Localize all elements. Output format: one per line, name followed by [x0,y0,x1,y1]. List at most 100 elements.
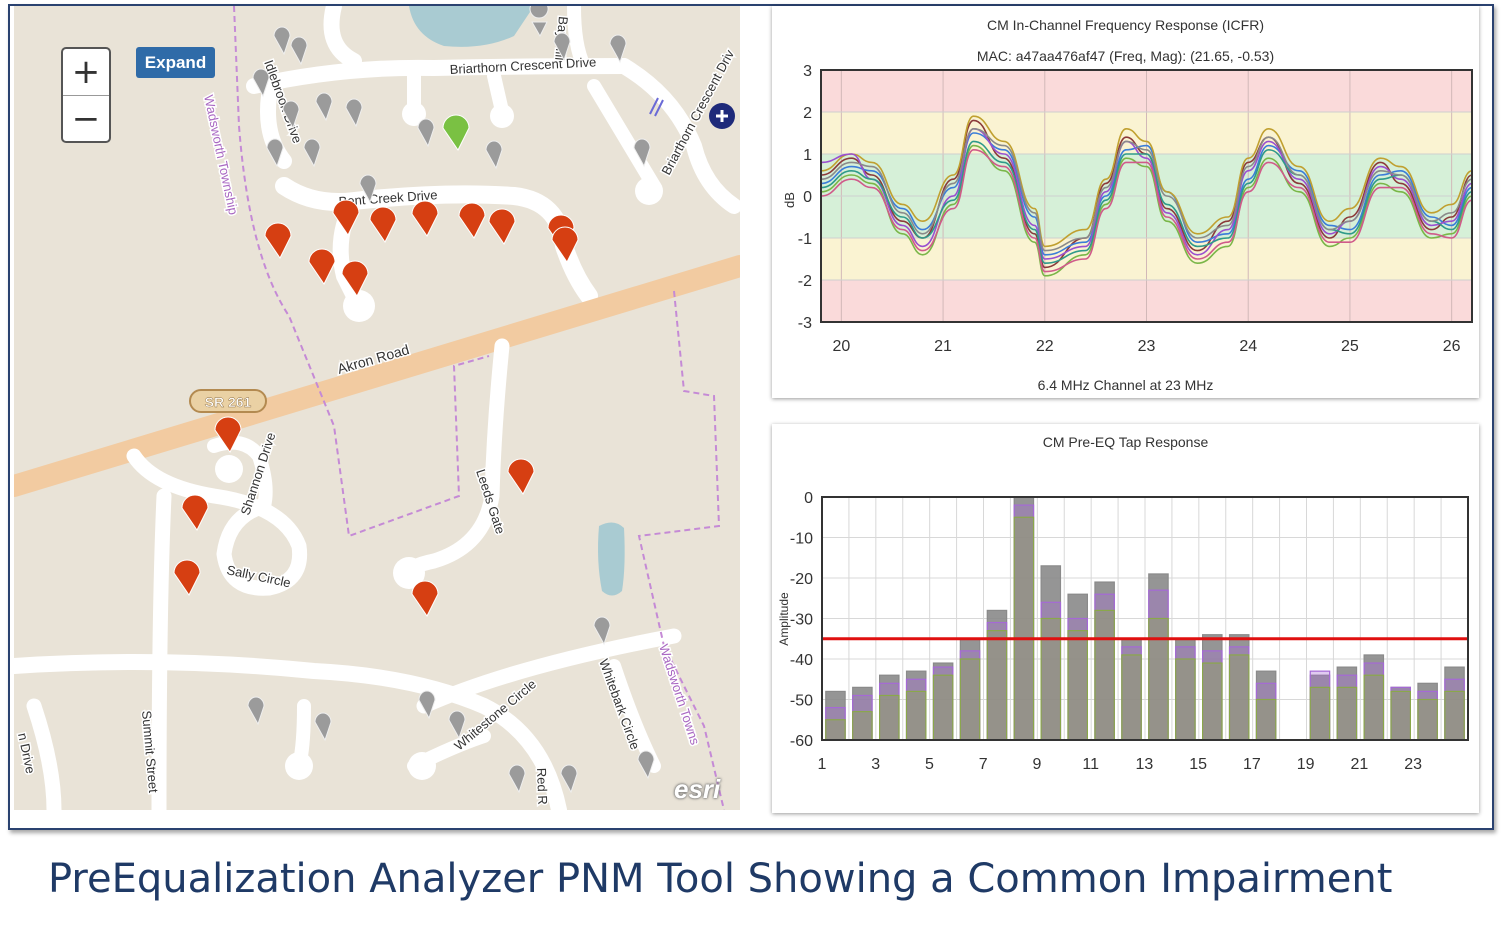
neutral-map-marker[interactable] [266,138,284,168]
neutral-map-marker[interactable] [282,100,300,130]
icfr-y-tick-label: 0 [803,189,812,206]
preeq-bar [1363,674,1385,741]
cul-de-sac [402,102,426,126]
preeq-x-tick-label: 13 [1136,756,1154,773]
impaired-map-marker[interactable] [369,206,397,243]
preeq-bar [1417,698,1438,741]
preeq-chart-title: CM Pre-EQ Tap Response [1042,434,1209,450]
preeq-bar [905,690,927,741]
briarthorn-east-road [616,58,740,214]
impaired-map-marker[interactable] [173,559,201,596]
neutral-map-marker[interactable] [418,690,436,720]
neutral-map-marker[interactable] [553,32,571,62]
cul-de-sac [285,752,313,780]
neutral-map-marker[interactable] [529,6,549,38]
impaired-map-marker[interactable] [308,248,336,285]
preeq-x-tick-label: 1 [818,756,827,773]
impaired-map-marker[interactable] [488,208,516,245]
preeq-bar [1444,690,1465,741]
neutral-map-marker[interactable] [508,764,526,794]
impaired-map-marker[interactable] [341,260,369,297]
briarthorn-crescent-road [246,58,632,94]
preeq-x-tick-label: 7 [979,756,988,773]
preeq-y-tick-label: -10 [790,531,813,548]
icfr-plot-frame [820,69,1473,323]
preeq-x-tick-label: 3 [871,756,880,773]
zoom-in-button[interactable]: + [63,49,109,96]
road-bay-hill [567,6,591,73]
impaired-map-marker[interactable] [551,226,579,263]
road-upper-east [587,79,661,193]
preeq-y-tick-label: -20 [790,571,813,588]
neutral-map-marker[interactable] [609,34,627,64]
impaired-map-marker[interactable] [264,222,292,259]
preeq-y-tick-label: -50 [790,693,813,710]
preeq-bar [1309,686,1331,741]
preeq-x-tick-label: 9 [1033,756,1042,773]
icfr-y-tick-label: -3 [798,315,812,332]
preeq-bar [1228,654,1250,741]
township-boundary-east [637,290,725,810]
impaired-map-marker[interactable] [458,202,486,239]
neutral-map-marker[interactable] [247,696,265,726]
icfr-y-tick-label: 1 [803,147,812,164]
impaired-map-marker[interactable] [214,416,242,453]
icfr-y-tick-label: 2 [803,105,812,122]
preeq-x-tick-label: 21 [1350,756,1368,773]
zoom-control: + − [61,47,111,143]
preeq-bar [1067,630,1088,741]
neutral-map-marker[interactable] [303,138,321,168]
impaired-map-marker[interactable] [181,494,209,531]
neutral-map-marker[interactable] [252,68,270,98]
preeq-bar [1336,686,1358,741]
bent-creek-road [275,177,598,305]
preeq-bar [986,630,1008,741]
figure-caption: PreEqualization Analyzer PNM Tool Showin… [48,856,1393,902]
neutral-map-marker[interactable] [633,138,651,168]
cul-de-sac [343,290,375,322]
impaired-markers [173,199,579,617]
impaired-map-marker[interactable] [332,199,360,236]
neutral-map-marker[interactable] [637,750,655,780]
impaired-map-marker[interactable] [411,580,439,617]
preeq-bar [1094,609,1115,741]
neutral-map-marker[interactable] [315,92,333,122]
map-view[interactable]: SR 261 Briarthorn Crescent Drive Briarth… [14,6,740,810]
parking-icon [649,97,664,117]
icfr-series-line [820,127,1473,252]
preeq-x-tick-label: 17 [1243,756,1261,773]
neutral-markers [247,6,655,794]
neutral-map-marker[interactable] [345,98,363,128]
icfr-x-tick-label: 23 [1138,338,1156,355]
icfr-series-line [820,140,1473,265]
shannon-west-road [151,488,172,810]
impaired-map-marker[interactable] [411,200,439,237]
map-canvas[interactable]: SR 261 Briarthorn Crescent Drive Briarth… [14,6,740,810]
road-label-west-drive: n Drive [15,732,38,775]
icfr-chart-panel: CM In-Channel Frequency Response (ICFR) … [772,6,1479,398]
preeq-bar [825,719,846,741]
neutral-map-marker[interactable] [448,710,466,740]
expand-button[interactable]: Expand [136,47,215,78]
icfr-y-tick-label: 3 [803,63,812,80]
neutral-map-marker[interactable] [593,616,611,646]
neutral-map-marker[interactable] [417,118,435,148]
zoom-out-button[interactable]: − [71,99,101,139]
neutral-map-marker[interactable] [560,764,578,794]
healthy-map-marker[interactable] [442,114,470,151]
neutral-map-marker[interactable] [290,36,308,66]
neutral-map-marker[interactable] [273,26,291,56]
preeq-y-tick-label: -40 [790,652,813,669]
neutral-map-marker[interactable] [359,174,377,204]
icfr-x-tick-label: 22 [1036,338,1054,355]
preeq-bar [1013,516,1035,741]
neutral-map-marker[interactable] [485,140,503,170]
road-label-red: Red R [534,768,550,805]
impaired-map-marker[interactable] [507,458,535,495]
township-label-east: Wadsworth Towns [656,642,703,747]
neutral-map-marker[interactable] [314,712,332,742]
preeq-chart[interactable]: Amplitude 0-10-20-30-40-50-601 3 5 7 9 11 13 15… [772,424,1479,813]
icfr-x-axis-label: 6.4 MHz Channel at 23 MHz [1037,377,1214,393]
preeq-chart-panel: CM Pre-EQ Tap Response Amplitude 0 -10 -20… [772,424,1479,813]
